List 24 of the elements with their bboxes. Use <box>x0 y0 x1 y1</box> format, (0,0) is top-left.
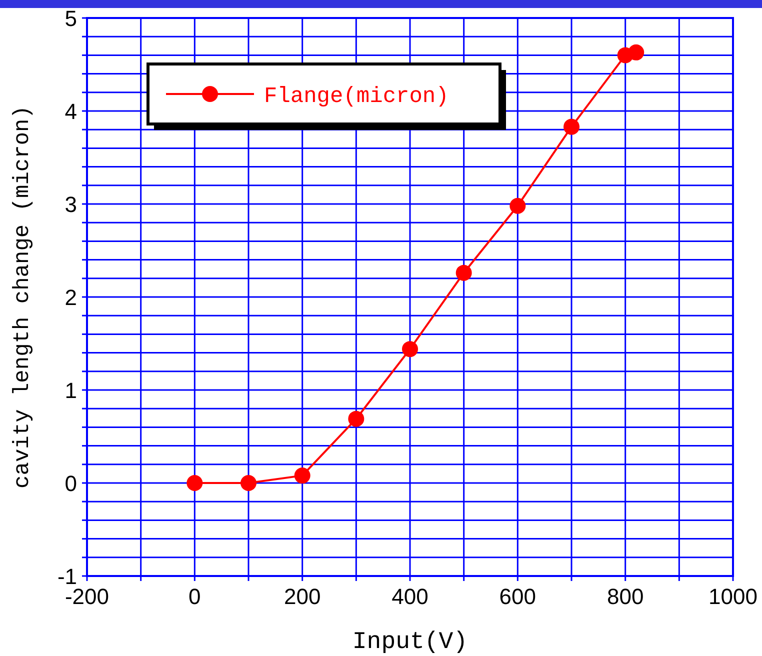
x-tick-label: 800 <box>606 584 644 609</box>
x-axis-title: Input(V) <box>352 629 468 656</box>
point <box>510 198 526 214</box>
y-tick-label: 0 <box>64 471 77 496</box>
point <box>628 44 644 60</box>
y-tick-label: 3 <box>64 192 77 217</box>
legend-label: Flange(micron) <box>264 84 449 109</box>
point <box>294 468 310 484</box>
x-tick-label: 200 <box>284 584 321 609</box>
point <box>348 410 364 427</box>
point <box>240 475 256 491</box>
x-tick-label: 400 <box>392 584 428 609</box>
point <box>564 118 580 135</box>
point <box>186 475 203 491</box>
y-tick-label: 5 <box>64 6 77 31</box>
x-tick-label: 1000 <box>708 584 758 609</box>
x-tick-label: 0 <box>188 584 201 609</box>
y-tick-label: 4 <box>64 99 77 124</box>
point <box>402 341 418 358</box>
y-axis-title: cavity length change (micron) <box>10 106 35 488</box>
y-tick-label: 1 <box>64 378 77 403</box>
point <box>456 264 472 281</box>
y-tick-label: 2 <box>64 285 77 310</box>
x-tick-label: 600 <box>499 584 536 609</box>
